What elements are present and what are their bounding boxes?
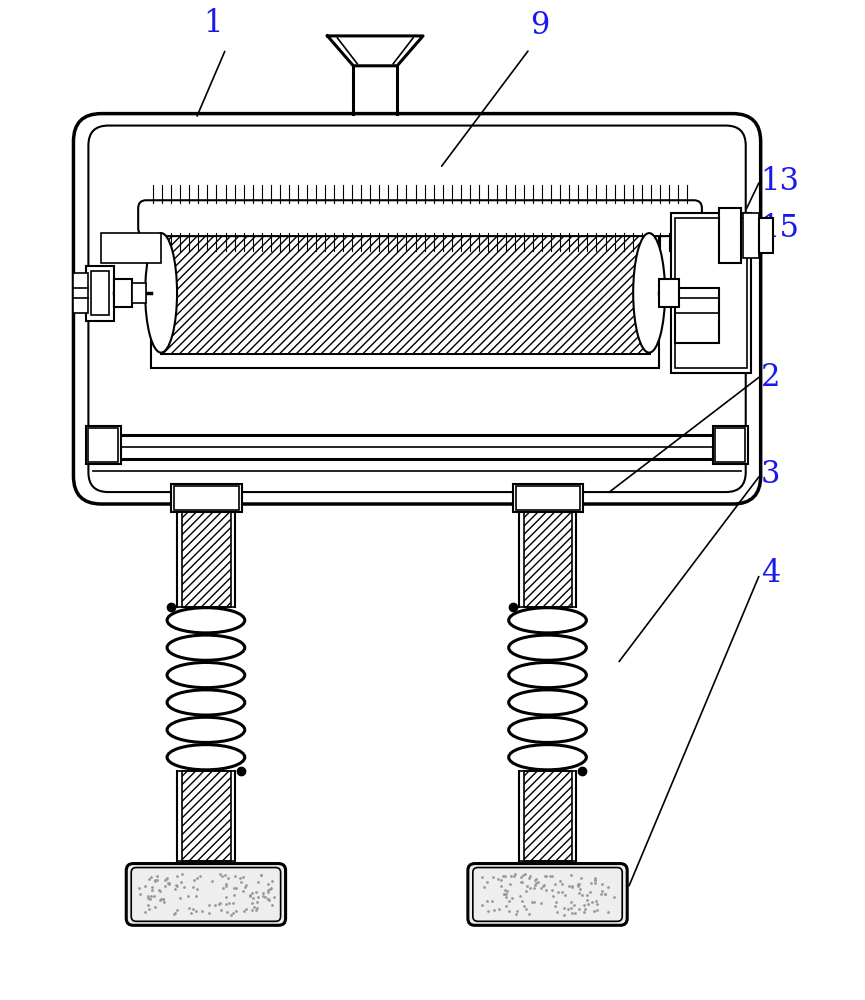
Bar <box>671 213 751 373</box>
Ellipse shape <box>509 745 586 770</box>
Ellipse shape <box>167 717 245 742</box>
Ellipse shape <box>167 745 245 770</box>
Ellipse shape <box>167 690 245 715</box>
Polygon shape <box>328 36 423 66</box>
FancyBboxPatch shape <box>468 864 627 925</box>
Ellipse shape <box>633 233 665 353</box>
Text: 15: 15 <box>760 213 799 244</box>
Bar <box>659 279 679 307</box>
Text: 2: 2 <box>760 362 780 393</box>
Ellipse shape <box>167 635 245 660</box>
Bar <box>161 233 649 353</box>
Bar <box>101 233 161 263</box>
Bar <box>114 279 132 307</box>
Ellipse shape <box>509 717 586 742</box>
Bar <box>714 428 745 462</box>
Bar <box>132 283 146 303</box>
Bar <box>713 426 747 464</box>
Bar <box>743 213 759 258</box>
Bar <box>171 484 242 512</box>
Ellipse shape <box>145 233 177 353</box>
Bar <box>516 486 580 510</box>
Bar <box>675 288 719 343</box>
Bar <box>523 771 573 861</box>
Text: 4: 4 <box>760 558 780 589</box>
Text: 1: 1 <box>203 8 222 39</box>
Bar <box>74 273 88 313</box>
Bar <box>513 484 583 512</box>
Bar <box>161 233 649 353</box>
Bar <box>523 512 573 607</box>
Ellipse shape <box>167 608 245 633</box>
Bar <box>88 428 119 462</box>
Text: 13: 13 <box>760 166 799 197</box>
Bar <box>86 266 114 321</box>
Bar <box>719 208 740 263</box>
Bar <box>92 271 109 315</box>
Bar <box>174 486 239 510</box>
Bar <box>759 218 772 253</box>
Ellipse shape <box>509 690 586 715</box>
Ellipse shape <box>509 608 586 633</box>
Bar <box>86 426 121 464</box>
Ellipse shape <box>509 635 586 660</box>
FancyBboxPatch shape <box>74 114 760 504</box>
Text: 9: 9 <box>530 10 549 41</box>
FancyBboxPatch shape <box>473 868 622 921</box>
FancyBboxPatch shape <box>138 200 702 236</box>
Bar <box>182 512 231 607</box>
Text: 3: 3 <box>760 459 780 490</box>
FancyBboxPatch shape <box>126 864 285 925</box>
Bar <box>675 218 746 368</box>
Ellipse shape <box>509 662 586 688</box>
FancyBboxPatch shape <box>88 126 746 492</box>
Bar <box>182 771 231 861</box>
Bar <box>151 218 659 368</box>
Ellipse shape <box>167 662 245 688</box>
FancyBboxPatch shape <box>131 868 280 921</box>
